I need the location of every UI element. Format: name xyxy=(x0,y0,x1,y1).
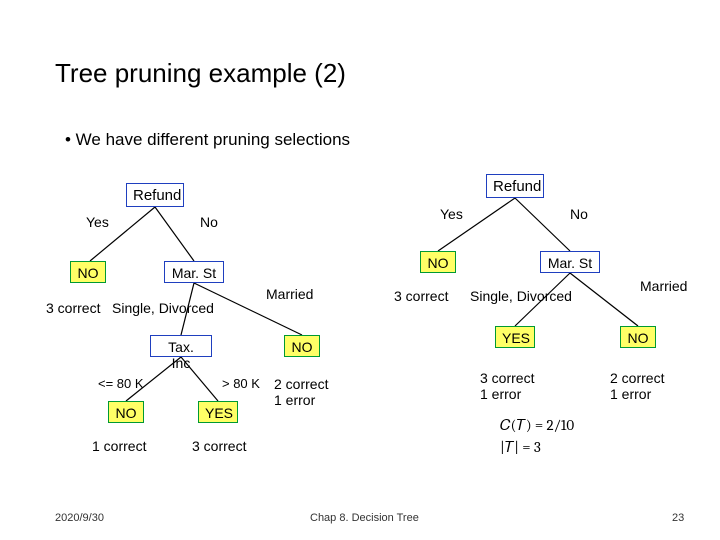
slide-title: Tree pruning example (2) xyxy=(55,58,346,89)
node-R_noM: NO xyxy=(620,326,656,348)
label-14: Single, Divorced xyxy=(470,288,572,304)
label-4: Married xyxy=(266,286,313,302)
node-R_refund: Refund xyxy=(486,174,544,198)
node-L_no2: NO xyxy=(108,401,144,423)
label-19: 1 error xyxy=(610,386,651,402)
node-R_marst: Mar. St xyxy=(540,251,600,273)
node-L_yes2: YES xyxy=(198,401,238,423)
label-5: <= 80 K xyxy=(98,376,144,391)
label-10: 1 error xyxy=(274,392,315,408)
node-R_yes: YES xyxy=(495,326,535,348)
label-11: Yes xyxy=(440,206,463,222)
footer-center: Chap 8. Decision Tree xyxy=(310,512,419,524)
label-0: Yes xyxy=(86,214,109,230)
label-9: 2 correct xyxy=(274,376,328,392)
label-6: > 80 K xyxy=(222,376,260,391)
node-L_noM: NO xyxy=(284,335,320,357)
label-15: Married xyxy=(640,278,687,294)
label-17: 1 error xyxy=(480,386,521,402)
label-3: Single, Divorced xyxy=(112,300,214,316)
label-1: No xyxy=(200,214,218,230)
node-R_no1: NO xyxy=(420,251,456,273)
equation-1: |𝑇| = 3 xyxy=(500,438,541,456)
label-7: 1 correct xyxy=(92,438,146,454)
node-L_marst: Mar. St xyxy=(164,261,224,283)
label-16: 3 correct xyxy=(480,370,534,386)
label-12: No xyxy=(570,206,588,222)
label-13: 3 correct xyxy=(394,288,448,304)
equation-0: 𝐶(𝑇) = 2/10 xyxy=(500,416,574,434)
label-18: 2 correct xyxy=(610,370,664,386)
node-L_taxinc: Tax. Inc xyxy=(150,335,212,357)
node-L_refund: Refund xyxy=(126,183,184,207)
label-8: 3 correct xyxy=(192,438,246,454)
bullet-text: • We have different pruning selections xyxy=(65,130,350,150)
label-2: 3 correct xyxy=(46,300,100,316)
footer-date: 2020/9/30 xyxy=(55,512,104,524)
node-L_no1: NO xyxy=(70,261,106,283)
footer-page: 23 xyxy=(672,512,684,524)
